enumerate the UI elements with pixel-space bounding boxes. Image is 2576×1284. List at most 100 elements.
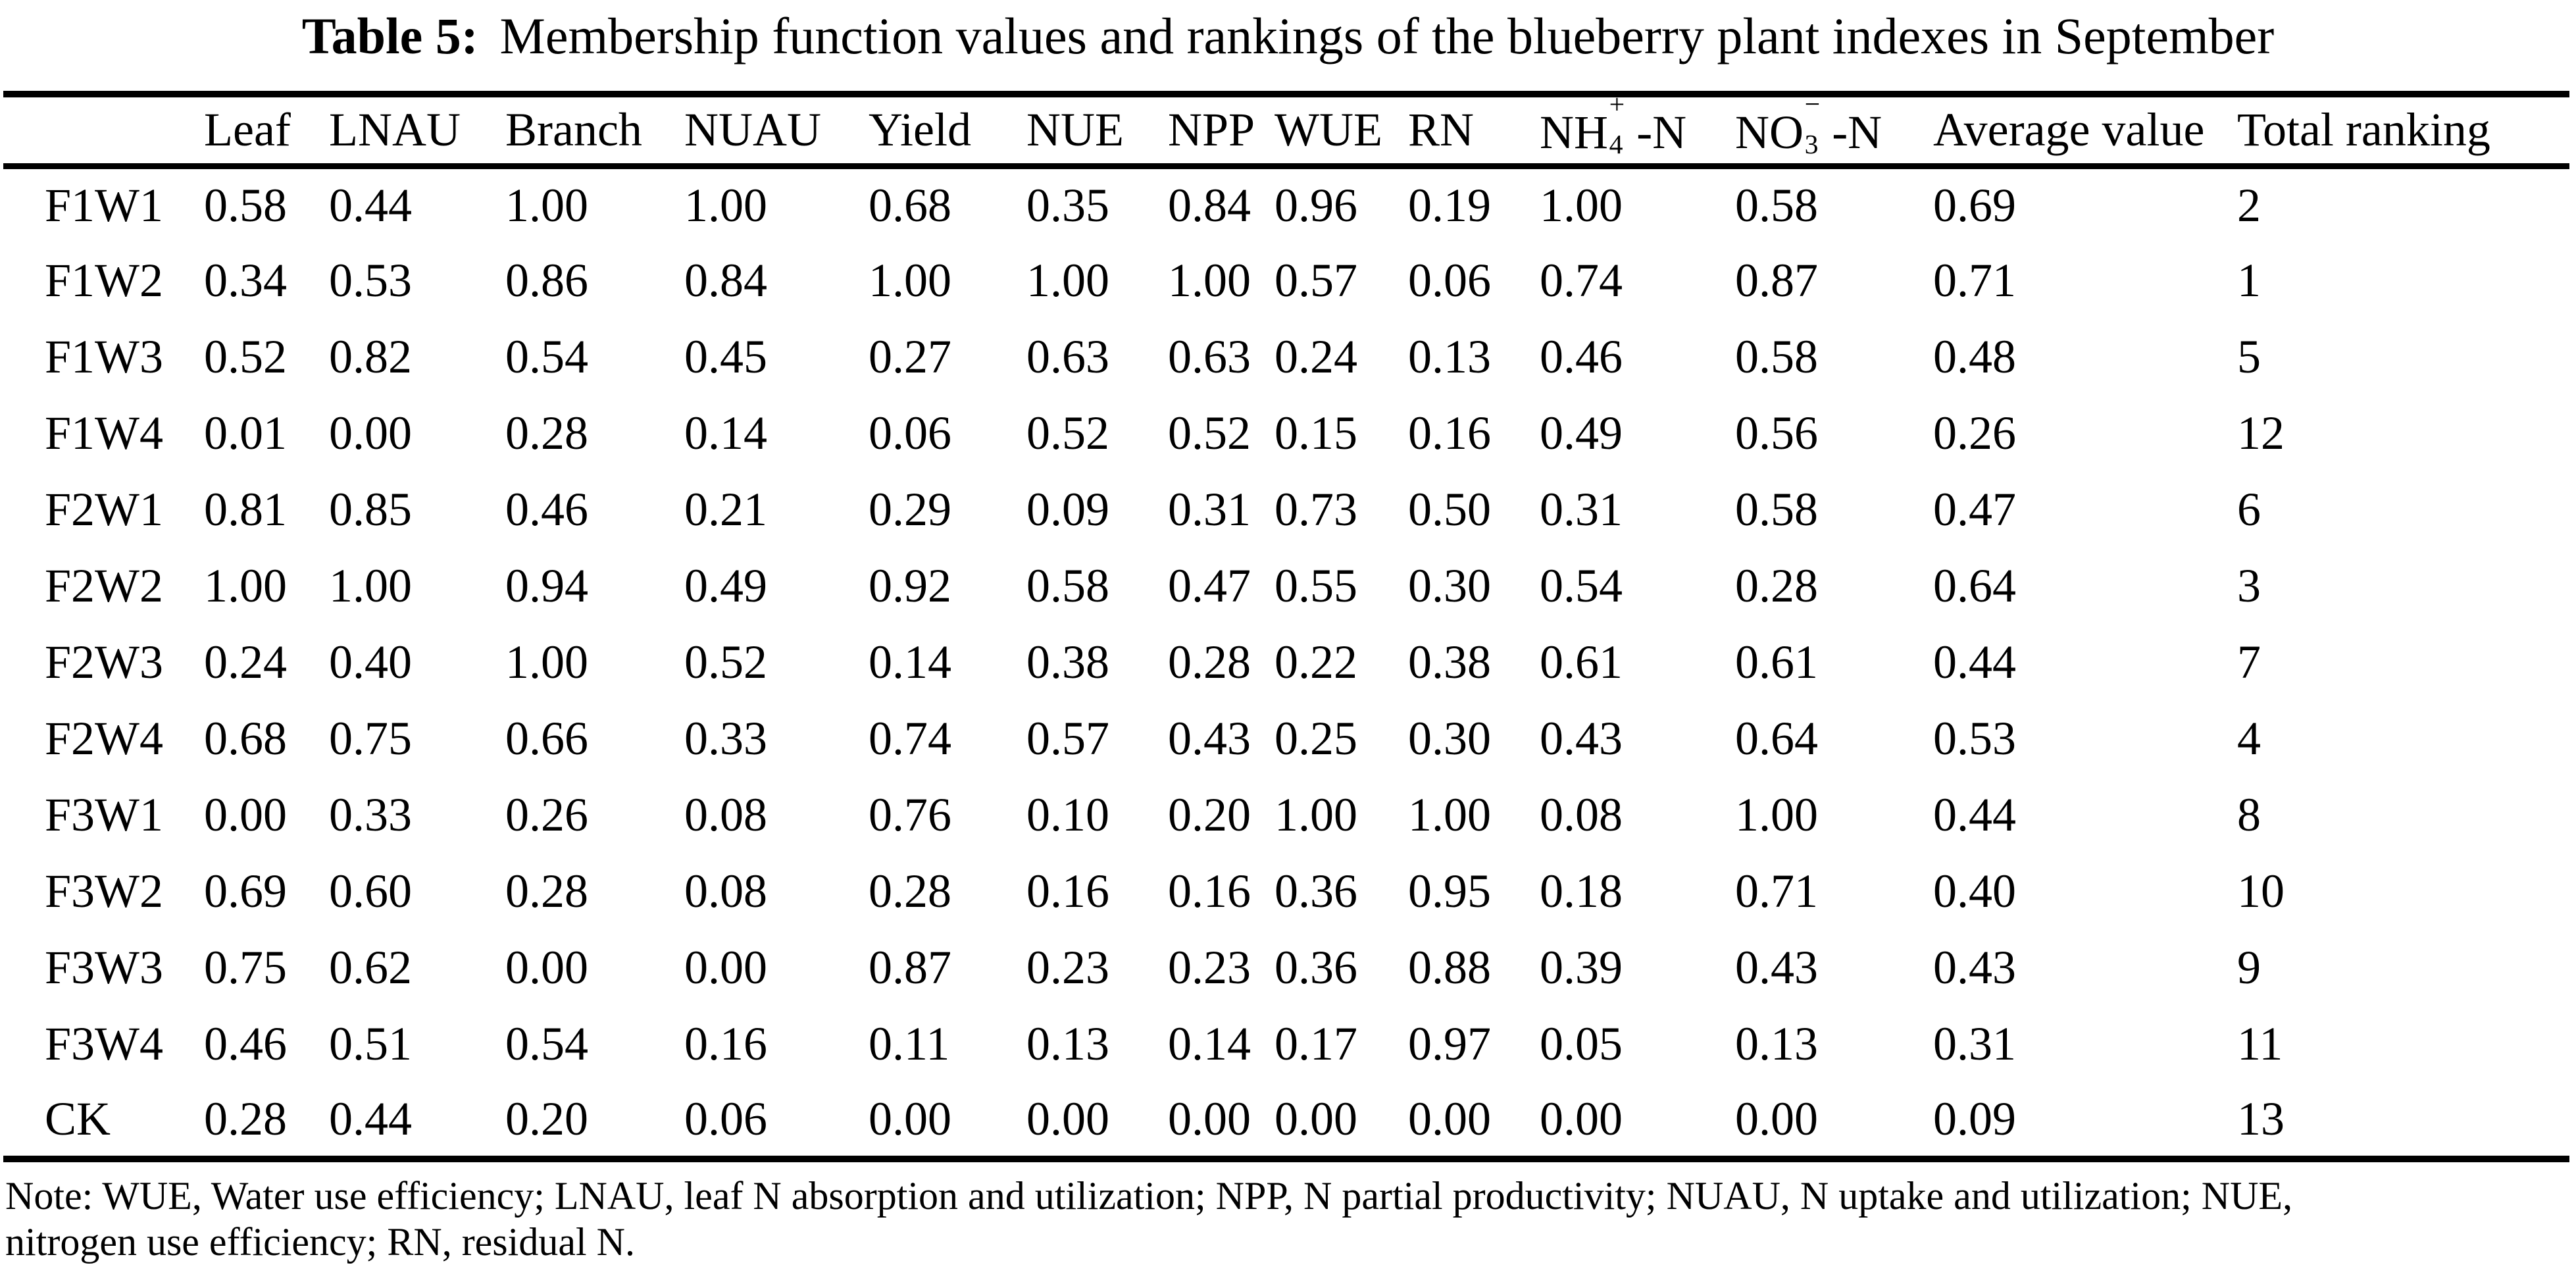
table-cell: 0.48 — [1933, 330, 2016, 384]
table-cell: 0.00 — [1275, 1092, 1357, 1145]
table-row: F2W2 1.00 1.00 0.94 0.49 0.92 0.58 0.47 0.55 0.30… — [3, 548, 2569, 625]
column-header-rn: RN — [1408, 93, 1540, 170]
table-cell: 10 — [2237, 865, 2285, 918]
table-cell: 0.00 — [505, 941, 588, 994]
table-cell: 0.69 — [204, 865, 287, 918]
table-cell: 0.06 — [869, 407, 951, 460]
table-row: F2W1 0.81 0.85 0.46 0.21 0.29 0.09 0.31 0.73 0.50… — [3, 472, 2569, 548]
table-row: F1W4 0.01 0.00 0.28 0.14 0.06 0.52 0.52 0.15 0.16… — [3, 396, 2569, 472]
table-cell: 0.46 — [204, 1017, 287, 1071]
table-cell: 0.54 — [505, 330, 588, 384]
table-cell: 0.63 — [1026, 330, 1109, 384]
table-note: Note: WUE, Water use efficiency; LNAU, l… — [5, 1173, 2576, 1266]
table-cell: 0.00 — [869, 1092, 951, 1145]
table-cell: 0.63 — [1168, 330, 1251, 384]
table-cell: 0.10 — [1026, 788, 1109, 842]
table-cell: 0.22 — [1275, 636, 1357, 689]
table-cell: 0.84 — [684, 254, 767, 307]
table-cell: 0.52 — [204, 330, 287, 384]
table-cell: 0.53 — [329, 254, 412, 307]
table-row: F1W2 0.34 0.53 0.86 0.84 1.00 1.00 1.00 0.57 0.06… — [3, 243, 2569, 319]
table-row: F1W1 0.58 0.44 1.00 1.00 0.68 0.35 0.84 0.96 0.19… — [3, 167, 2569, 243]
table-cell: 0.06 — [1408, 254, 1491, 307]
table-cell: 0.87 — [869, 941, 951, 994]
column-header-yield: Yield — [869, 93, 1026, 170]
table-cell: 0.82 — [329, 330, 412, 384]
table-cell: 0.16 — [1026, 865, 1109, 918]
table-cell: 0.19 — [1408, 179, 1491, 232]
table-cell: 0.20 — [505, 1092, 588, 1145]
table-row: F2W4 0.68 0.75 0.66 0.33 0.74 0.57 0.43 0.25 0.30… — [3, 701, 2569, 777]
table-cell: 1.00 — [869, 254, 951, 307]
table-cell: 0.08 — [1540, 788, 1623, 842]
table-cell: 0.00 — [1168, 1092, 1251, 1145]
table-body: F1W1 0.58 0.44 1.00 1.00 0.68 0.35 0.84 0.96 0.19… — [3, 167, 2569, 1159]
column-header-nh4-n: NH +4 -N — [1540, 91, 1735, 170]
table-cell: 0.58 — [1026, 559, 1109, 613]
table-cell: 0.54 — [1540, 559, 1623, 613]
table-cell: 0.13 — [1026, 1017, 1109, 1071]
table-cell: 0.16 — [1168, 865, 1251, 918]
table-cell: 0.05 — [1540, 1017, 1623, 1071]
table-cell: 0.38 — [1026, 636, 1109, 689]
table-cell: 0.14 — [684, 407, 767, 460]
table-cell: 6 — [2237, 483, 2261, 536]
membership-table: Leaf LNAU Branch NUAU Yield NUE NPP WUE … — [3, 89, 2569, 1162]
table-cell: 4 — [2237, 712, 2261, 765]
table-cell: 0.00 — [1540, 1092, 1623, 1145]
table-cell: 0.44 — [329, 179, 412, 232]
table-cell: 0.31 — [1168, 483, 1251, 536]
table-cell: 0.43 — [1933, 941, 2016, 994]
table-cell: 0.43 — [1540, 712, 1623, 765]
table-cell: 0.33 — [684, 712, 767, 765]
table-cell: 0.00 — [1026, 1092, 1109, 1145]
table-cell: 0.87 — [1735, 254, 1818, 307]
nh4-suffix: -N — [1636, 105, 1687, 159]
table-cell: 0.49 — [684, 559, 767, 613]
table-cell: 0.94 — [505, 559, 588, 613]
table-cell: 0.28 — [204, 1092, 287, 1145]
table-cell: 0.71 — [1933, 254, 2016, 307]
table-cell: 0.64 — [1735, 712, 1818, 765]
table-row: F3W4 0.46 0.51 0.54 0.16 0.11 0.13 0.14 0.17 0.97… — [3, 1006, 2569, 1083]
table-cell: 0.66 — [505, 712, 588, 765]
row-label: F2W2 — [45, 559, 163, 613]
table-cell: 1.00 — [204, 559, 287, 613]
row-label: F1W4 — [45, 407, 163, 460]
column-header-leaf: Leaf — [204, 93, 329, 170]
table-cell: 0.24 — [1275, 330, 1357, 384]
table-cell: 0.88 — [1408, 941, 1491, 994]
table-cell: 0.74 — [869, 712, 951, 765]
table-cell: 0.62 — [329, 941, 412, 994]
table-cell: 0.16 — [684, 1017, 767, 1071]
no3-superscript: − — [1804, 89, 1821, 120]
table-cell: 0.57 — [1026, 712, 1109, 765]
table-cell: 0.00 — [329, 407, 412, 460]
table-title-text: Membership function values and rankings … — [499, 7, 2275, 64]
table-cell: 0.52 — [684, 636, 767, 689]
table-cell: 0.46 — [505, 483, 588, 536]
table-cell: 0.36 — [1275, 865, 1357, 918]
table-cell: 1.00 — [1735, 788, 1818, 842]
no3-subscript: 3 — [1804, 129, 1819, 160]
row-label: CK — [45, 1092, 111, 1145]
table-cell: 0.52 — [1026, 407, 1109, 460]
table-cell: 0.26 — [505, 788, 588, 842]
table-cell: 0.30 — [1408, 559, 1491, 613]
table-cell: 0.36 — [1275, 941, 1357, 994]
table-cell: 0.14 — [1168, 1017, 1251, 1071]
nh4-subsuperscript: +4 — [1608, 91, 1636, 159]
row-label: F1W1 — [45, 179, 163, 232]
column-header-total-ranking: Total ranking — [2237, 93, 2569, 170]
table-cell: 0.60 — [329, 865, 412, 918]
table-cell: 0.11 — [869, 1017, 950, 1071]
table-cell: 1.00 — [1275, 788, 1357, 842]
table-cell: 0.13 — [1735, 1017, 1818, 1071]
table-cell: 0.61 — [1735, 636, 1818, 689]
row-label: F2W1 — [45, 483, 163, 536]
nh4-superscript: + — [1609, 89, 1625, 120]
table-cell: 3 — [2237, 559, 2261, 613]
table-cell: 12 — [2237, 407, 2285, 460]
table-cell: 0.53 — [1933, 712, 2016, 765]
table-cell: 0.46 — [1540, 330, 1623, 384]
